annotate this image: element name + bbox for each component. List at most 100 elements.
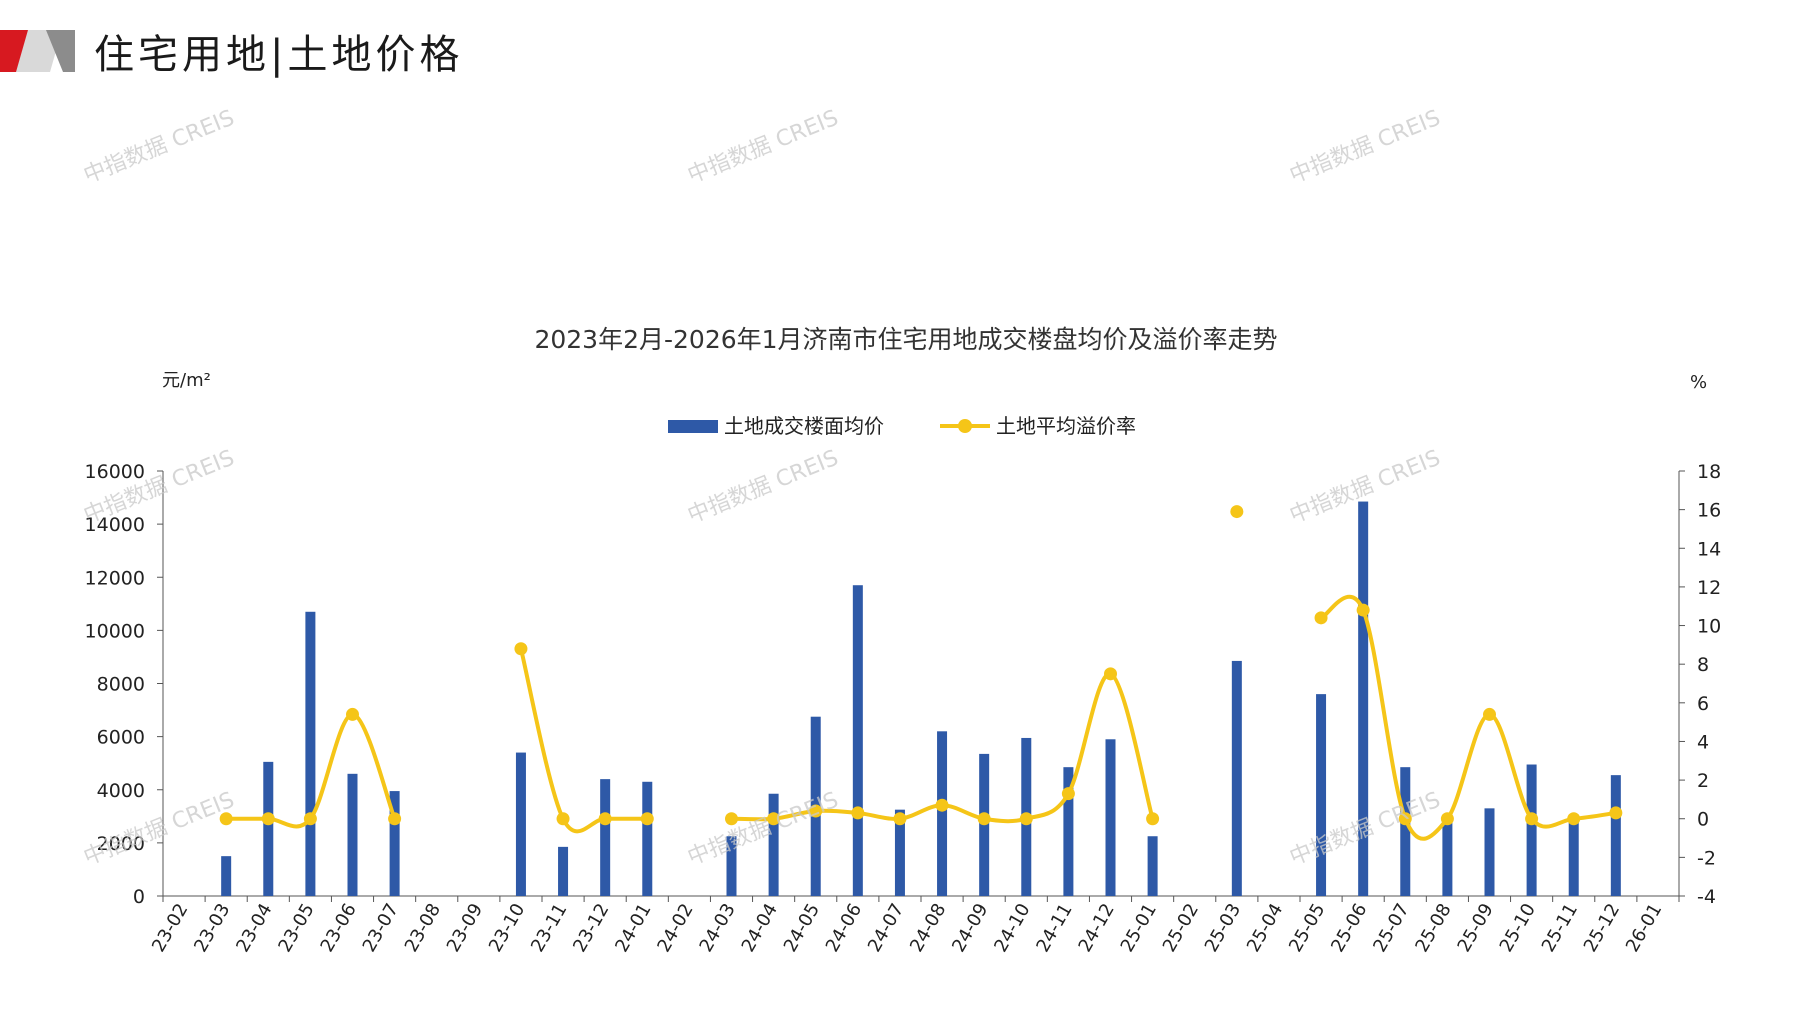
x-tick-label: 24-01	[611, 900, 655, 956]
y-right-tick-label: 10	[1697, 616, 1721, 638]
y-right-tick-label: 4	[1697, 731, 1709, 753]
premium-rate-point	[1146, 812, 1160, 826]
bar	[1526, 764, 1537, 896]
chart-title: 2023年2月-2026年1月济南市住宅用地成交楼盘均价及溢价率走势	[534, 325, 1277, 354]
x-tick-label: 23-04	[232, 900, 276, 956]
bar	[1484, 808, 1495, 896]
premium-rate-point	[1104, 667, 1117, 681]
premium-rate-point	[851, 806, 865, 820]
y-left-tick-label: 14000	[85, 514, 145, 536]
bar	[1442, 817, 1453, 896]
y-right-tick-label: -2	[1697, 847, 1716, 869]
y-left-tick-label: 12000	[85, 567, 145, 589]
premium-rate-point	[1525, 812, 1539, 826]
x-tick-label: 24-04	[738, 900, 782, 956]
y-right-tick-label: 6	[1697, 693, 1709, 715]
bar	[305, 611, 316, 896]
premium-rate-point	[1019, 812, 1033, 826]
premium-rate-line	[519, 648, 648, 834]
legend-line-marker	[958, 419, 972, 433]
x-tick-label: 23-06	[316, 900, 360, 956]
y-right-tick-label: -4	[1697, 886, 1716, 908]
x-tick-label: 24-07	[864, 900, 908, 956]
y-right-tick-label: 0	[1697, 809, 1709, 831]
x-tick-label: 23-10	[485, 900, 529, 956]
bar	[1147, 836, 1158, 896]
x-tick-label: 24-05	[780, 900, 824, 956]
premium-rate-point	[1314, 611, 1328, 625]
x-tick-label: 25-12	[1580, 900, 1624, 956]
x-tick-label: 24-08	[906, 900, 950, 956]
x-tick-label: 23-12	[569, 900, 613, 956]
x-tick-label: 23-05	[274, 900, 318, 956]
x-tick-label: 25-01	[1117, 900, 1161, 956]
x-tick-label: 23-11	[527, 900, 571, 956]
bar	[1231, 660, 1242, 896]
y-left-tick-label: 6000	[97, 727, 145, 749]
bar	[937, 731, 948, 896]
legend-bar-label: 土地成交楼面均价	[724, 414, 884, 438]
x-tick-label: 23-03	[190, 900, 234, 956]
premium-rate-point	[725, 812, 738, 826]
y-right-tick-label: 8	[1697, 654, 1709, 676]
bar	[1105, 739, 1116, 896]
bar	[894, 809, 905, 896]
premium-rate-point	[388, 812, 402, 826]
y-left-tick-label: 10000	[85, 620, 145, 642]
bar	[726, 836, 737, 896]
bar	[1400, 767, 1411, 896]
x-tick-label: 25-03	[1201, 900, 1245, 956]
x-tick-label: 24-06	[822, 900, 866, 956]
x-tick-label: 25-07	[1369, 900, 1413, 956]
page-title: 住宅用地|土地价格	[94, 32, 464, 78]
premium-rate-point	[935, 798, 949, 812]
premium-rate-point	[514, 642, 528, 656]
premium-rate-point	[1398, 812, 1412, 826]
premium-rate-point	[556, 812, 570, 826]
bar	[1063, 767, 1074, 896]
x-tick-label: 25-04	[1243, 900, 1287, 956]
bar	[389, 791, 400, 896]
x-tick-label: 24-03	[695, 900, 739, 956]
premium-rate-point	[640, 812, 654, 826]
x-tick-label: 25-08	[1411, 900, 1455, 956]
x-tick-label: 23-08	[401, 900, 445, 956]
y-left-tick-label: 4000	[97, 780, 145, 802]
premium-rate-point	[1483, 707, 1496, 721]
bar	[1316, 694, 1327, 896]
premium-rate-point	[1230, 505, 1244, 519]
bar	[558, 846, 569, 896]
premium-rate-point	[219, 812, 233, 826]
y-right-tick-label: 14	[1697, 538, 1721, 560]
x-tick-label: 25-05	[1285, 900, 1329, 956]
premium-rate-point	[1567, 812, 1581, 826]
legend-line-label: 土地平均溢价率	[996, 414, 1136, 438]
x-tick-label: 24-12	[1074, 900, 1118, 956]
y-right-unit: %	[1690, 372, 1707, 393]
premium-rate-point	[1061, 787, 1075, 801]
bar	[1610, 775, 1621, 896]
x-tick-label: 26-01	[1622, 900, 1666, 956]
bar	[1358, 501, 1369, 896]
x-tick-label: 23-09	[443, 900, 487, 956]
x-tick-label: 25-10	[1496, 900, 1540, 956]
premium-rate-point	[1609, 806, 1623, 820]
bar	[1568, 814, 1579, 896]
bar	[768, 793, 779, 896]
y-left-tick-label: 2000	[97, 833, 145, 855]
premium-rate-line	[1320, 594, 1617, 841]
premium-rate-point	[893, 812, 907, 826]
premium-rate-point	[1356, 603, 1370, 617]
page-header: 住宅用地|土地价格	[0, 0, 1797, 110]
premium-rate-point	[977, 812, 991, 826]
x-tick-label: 23-02	[148, 900, 192, 956]
x-tick-label: 24-09	[948, 900, 992, 956]
premium-rate-point	[767, 812, 781, 826]
y-right-tick-label: 16	[1697, 500, 1721, 522]
y-left-tick-label: 8000	[97, 674, 145, 696]
bar	[600, 779, 611, 896]
x-tick-label: 25-11	[1538, 900, 1582, 956]
premium-rate-point	[346, 707, 359, 721]
x-tick-label: 25-02	[1159, 900, 1203, 956]
